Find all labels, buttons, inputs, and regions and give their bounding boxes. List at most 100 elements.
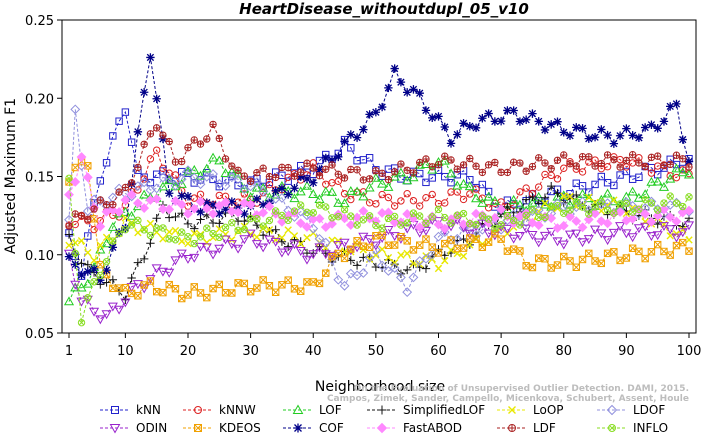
data-point bbox=[402, 287, 413, 298]
data-point bbox=[240, 279, 249, 288]
data-point bbox=[102, 200, 111, 209]
data-point bbox=[164, 204, 175, 215]
legend-label: INFLO bbox=[633, 421, 668, 434]
data-point bbox=[585, 210, 593, 218]
data-point bbox=[139, 189, 150, 199]
data-point bbox=[76, 152, 87, 162]
data-point bbox=[259, 224, 267, 233]
legend-marker bbox=[377, 405, 387, 415]
data-point bbox=[365, 255, 374, 264]
data-point bbox=[402, 224, 413, 234]
data-point bbox=[71, 210, 79, 218]
data-point bbox=[564, 199, 576, 209]
data-point bbox=[126, 283, 137, 292]
data-point bbox=[377, 178, 388, 188]
data-point bbox=[571, 202, 582, 213]
data-point bbox=[159, 131, 167, 139]
data-point bbox=[121, 283, 130, 292]
data-point bbox=[71, 249, 79, 258]
data-point bbox=[358, 268, 369, 278]
data-point bbox=[516, 247, 524, 255]
legend-item: LDOF bbox=[597, 403, 665, 417]
data-point bbox=[390, 168, 399, 176]
data-point bbox=[515, 117, 525, 126]
data-point bbox=[157, 267, 168, 277]
data-point bbox=[321, 153, 330, 163]
data-point bbox=[102, 233, 111, 242]
data-point bbox=[259, 222, 267, 230]
data-point bbox=[395, 167, 406, 177]
data-point bbox=[441, 199, 449, 207]
data-point bbox=[322, 180, 330, 188]
legend-marker bbox=[111, 406, 119, 414]
data-point bbox=[447, 219, 455, 227]
data-point bbox=[583, 193, 594, 203]
data-point bbox=[201, 243, 212, 253]
data-point bbox=[190, 136, 198, 144]
data-point bbox=[345, 220, 356, 230]
data-point bbox=[165, 189, 174, 198]
data-point bbox=[390, 64, 399, 73]
x-axis-label: Neighborhood size bbox=[315, 379, 445, 395]
data-point bbox=[641, 195, 649, 204]
data-point bbox=[190, 283, 198, 291]
data-point bbox=[378, 190, 386, 199]
data-point bbox=[466, 241, 474, 249]
data-point bbox=[491, 224, 499, 233]
data-point bbox=[640, 123, 650, 132]
data-point bbox=[77, 237, 86, 245]
data-point bbox=[70, 282, 81, 292]
data-point bbox=[522, 167, 530, 175]
data-point bbox=[635, 247, 643, 256]
data-point bbox=[151, 183, 162, 194]
data-point bbox=[434, 264, 443, 273]
data-point bbox=[352, 186, 363, 196]
data-point bbox=[572, 190, 581, 200]
data-point bbox=[326, 251, 338, 261]
data-point bbox=[233, 174, 243, 185]
data-point bbox=[171, 226, 180, 235]
data-point bbox=[666, 160, 674, 169]
data-point bbox=[684, 157, 694, 166]
data-point bbox=[340, 174, 349, 182]
data-point bbox=[671, 216, 682, 227]
data-point bbox=[440, 122, 449, 132]
data-point bbox=[201, 203, 212, 214]
series-inflo bbox=[65, 174, 693, 327]
data-point bbox=[189, 253, 200, 263]
data-point bbox=[547, 164, 555, 173]
data-point bbox=[453, 130, 462, 139]
data-point bbox=[497, 168, 505, 177]
data-point bbox=[464, 223, 475, 234]
y-axis: 0.05 0.10 0.15 0.20 0.25 bbox=[25, 14, 62, 342]
legend-item: KDEOS bbox=[183, 421, 261, 434]
data-point bbox=[490, 117, 500, 126]
data-point bbox=[428, 174, 436, 182]
data-point bbox=[597, 259, 606, 268]
data-point bbox=[370, 241, 381, 251]
data-point bbox=[647, 153, 656, 162]
data-point bbox=[64, 252, 74, 261]
data-point bbox=[309, 209, 317, 217]
data-point bbox=[303, 233, 311, 242]
data-point bbox=[684, 205, 694, 216]
data-point bbox=[445, 168, 457, 178]
data-point bbox=[683, 169, 695, 179]
data-point bbox=[314, 194, 325, 203]
data-point bbox=[546, 227, 557, 237]
data-point bbox=[672, 241, 681, 250]
data-point bbox=[553, 156, 562, 164]
data-point bbox=[616, 256, 624, 265]
legend-marker bbox=[293, 423, 303, 433]
data-point bbox=[677, 228, 688, 238]
data-point bbox=[439, 223, 450, 234]
data-point bbox=[416, 212, 424, 220]
data-point bbox=[322, 244, 330, 252]
data-point bbox=[514, 231, 525, 241]
data-point bbox=[220, 235, 231, 245]
data-point bbox=[278, 234, 286, 242]
data-point bbox=[152, 146, 161, 154]
data-point bbox=[527, 197, 538, 207]
data-point bbox=[384, 193, 393, 202]
